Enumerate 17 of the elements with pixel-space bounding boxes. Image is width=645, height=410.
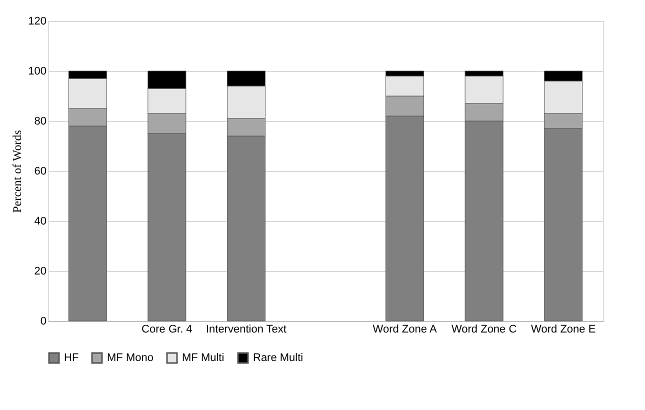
legend-label: Rare Multi bbox=[253, 352, 304, 364]
y-axis-title: Percent of Words bbox=[10, 130, 24, 213]
y-tick-label: 60 bbox=[34, 166, 46, 178]
x-tick-label: Core Gr. 4 bbox=[142, 324, 192, 336]
y-tick-label: 120 bbox=[28, 16, 46, 28]
y-tick-label: 0 bbox=[40, 316, 46, 328]
x-tick-label: Word Zone E bbox=[531, 324, 596, 336]
x-tick-label: Word Zone A bbox=[372, 324, 438, 336]
legend-label: MF Mono bbox=[107, 352, 154, 364]
x-tick-label: Intervention Text bbox=[206, 324, 286, 336]
y-tick-label: 40 bbox=[34, 216, 46, 228]
y-tick-label: 100 bbox=[28, 66, 46, 78]
y-tick-label: 20 bbox=[34, 266, 46, 278]
legend-label: HF bbox=[64, 352, 79, 364]
y-tick-label: 80 bbox=[34, 116, 46, 128]
x-tick-label: Word Zone C bbox=[451, 324, 517, 336]
legend-label: MF Multi bbox=[182, 352, 224, 364]
